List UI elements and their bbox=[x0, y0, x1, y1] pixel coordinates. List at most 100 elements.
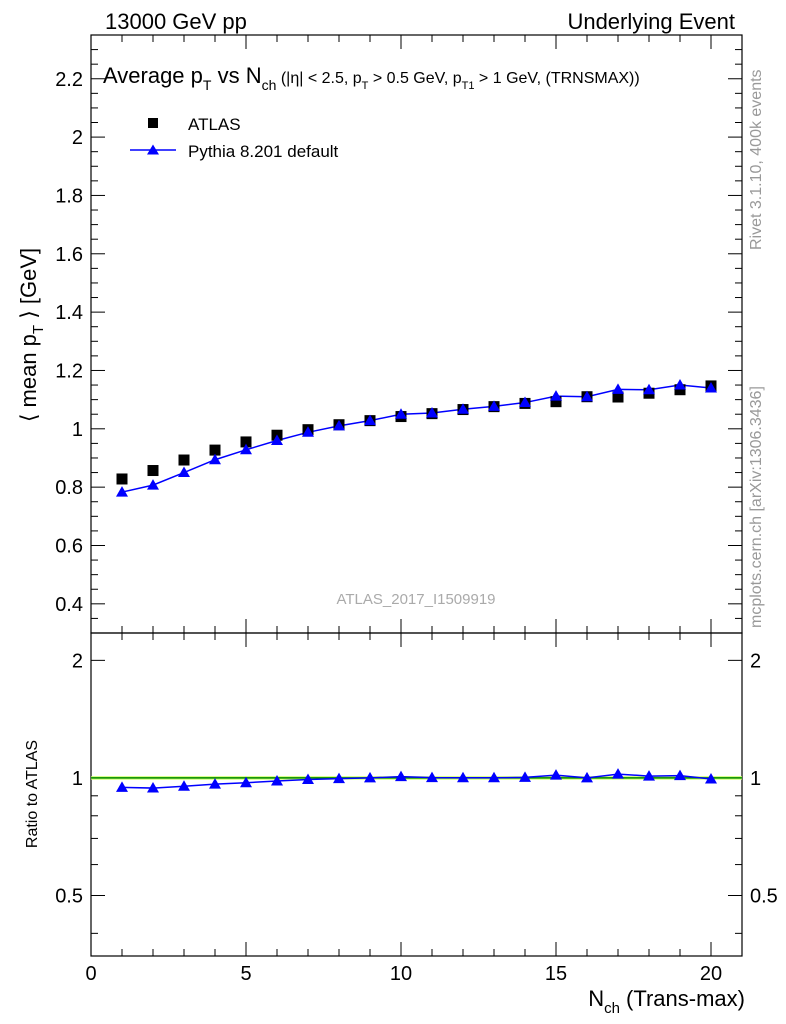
atlas-point bbox=[178, 454, 190, 466]
ratio-point bbox=[488, 771, 500, 783]
pythia-point bbox=[705, 381, 717, 393]
pythia-point bbox=[426, 407, 438, 418]
ratio-point bbox=[705, 772, 717, 784]
y-tick-label: 0.6 bbox=[55, 535, 83, 557]
pythia-point bbox=[674, 379, 686, 390]
x-tick-label: 15 bbox=[545, 963, 567, 985]
title-sel-1: (|η| < 2.5, p bbox=[276, 70, 361, 87]
x-tick-label: 0 bbox=[85, 963, 96, 985]
legend-marker-pythia bbox=[147, 144, 159, 155]
header-right: Underlying Event bbox=[567, 9, 735, 34]
pythia-point bbox=[612, 383, 624, 394]
legend-label-pythia: Pythia 8.201 default bbox=[188, 142, 339, 161]
atlas-point bbox=[612, 391, 624, 403]
pythia-point bbox=[116, 486, 128, 497]
pythia-point bbox=[457, 403, 469, 414]
ratio-point bbox=[240, 776, 252, 788]
ratio-point bbox=[147, 782, 159, 793]
ratio-reference bbox=[91, 776, 742, 780]
ratio-panel: 0.5 0.51 12 20 5 10 15 20 Ratio to ATLAS Nch (T… bbox=[24, 632, 778, 1017]
ratio-point bbox=[364, 771, 376, 783]
ratio-point bbox=[302, 773, 314, 784]
x-axis-label: Nch (Trans-max) bbox=[588, 986, 745, 1017]
xlabel-sub: ch bbox=[604, 1000, 620, 1017]
main-y-axis-label: ⟨ mean pT ⟩ [GeV] bbox=[16, 248, 47, 422]
ratio-frame bbox=[90, 632, 743, 957]
pythia-point bbox=[643, 383, 655, 395]
main-panel: 0.40.60.811.21.41.61.822.2 Average pT vs… bbox=[16, 34, 743, 634]
pythia-point bbox=[395, 408, 407, 419]
y-tick-label: 2.2 bbox=[55, 69, 83, 91]
pythia-line bbox=[121, 384, 712, 493]
atlas-point bbox=[209, 444, 221, 456]
y-tick-label: 1.8 bbox=[55, 185, 83, 207]
y-tick-label: 0.4 bbox=[55, 594, 83, 616]
ratio-point bbox=[178, 780, 190, 791]
title-sel-2-sub: T1 bbox=[462, 80, 475, 92]
xlabel-main: N bbox=[588, 986, 604, 1011]
ratio-point bbox=[550, 769, 562, 780]
ratio-y-tick-label-right: 1 bbox=[750, 768, 761, 790]
title-main: Average p bbox=[103, 63, 203, 88]
atlas-point bbox=[116, 473, 128, 485]
pythia-point bbox=[364, 414, 376, 426]
ratio-y-tick-label: 2 bbox=[72, 650, 83, 672]
pythia-point bbox=[209, 453, 221, 465]
title-sel-3: > 1 GeV, (TRNSMAX)) bbox=[474, 70, 639, 87]
ratio-point bbox=[333, 772, 345, 784]
ratio-data-points bbox=[116, 768, 717, 793]
y-tick-label: 1 bbox=[72, 419, 83, 441]
ratio-point bbox=[426, 771, 438, 783]
analysis-watermark: ATLAS_2017_I1509919 bbox=[336, 591, 495, 608]
ratio-point bbox=[116, 781, 128, 792]
ratio-y-tick-label: 1 bbox=[72, 768, 83, 790]
ratio-y-tick-label-right: 2 bbox=[750, 650, 761, 672]
ratio-point bbox=[581, 771, 593, 783]
ratio-point bbox=[519, 771, 531, 782]
title-main-sub: T bbox=[203, 77, 212, 93]
ratio-point bbox=[271, 775, 283, 786]
mcplots-label: mcplots.cern.ch [arXiv:1306.3436] bbox=[748, 386, 765, 628]
title-vs-sub: ch bbox=[262, 77, 277, 93]
ratio-point bbox=[643, 770, 655, 781]
x-tick-label: 10 bbox=[390, 963, 412, 985]
legend: ATLAS Pythia 8.201 default bbox=[130, 115, 339, 161]
pythia-point bbox=[302, 426, 314, 437]
legend-marker-atlas bbox=[148, 118, 158, 128]
x-tick-label: 5 bbox=[240, 963, 251, 985]
ratio-point bbox=[209, 778, 221, 789]
ratio-y-axis-label: Ratio to ATLAS bbox=[24, 740, 41, 848]
legend-label-atlas: ATLAS bbox=[188, 115, 241, 134]
pythia-point bbox=[333, 419, 345, 431]
ylabel-sub: T bbox=[30, 325, 47, 334]
x-tick-label: 20 bbox=[700, 963, 722, 985]
ylabel-part-1: ⟨ mean p bbox=[16, 334, 41, 422]
ylabel-part-2: ⟩ [GeV] bbox=[16, 248, 41, 325]
atlas-point bbox=[674, 384, 686, 396]
ratio-point bbox=[612, 768, 624, 779]
y-tick-label: 1.4 bbox=[55, 302, 83, 324]
ratio-axis-ticks: 0.5 0.51 12 20 5 10 15 20 bbox=[55, 633, 778, 985]
xlabel-rest: (Trans-max) bbox=[620, 986, 745, 1011]
ratio-line bbox=[121, 773, 712, 789]
pythia-point bbox=[488, 400, 500, 411]
main-title: Average pT vs Nch (|η| < 2.5, pT > 0.5 G… bbox=[103, 63, 640, 93]
main-axis-ticks: 0.4 0.6 0.8 1 1.2 1.4 1.6 1.8 2 2.2 bbox=[55, 34, 743, 634]
title-vs: vs N bbox=[211, 63, 261, 88]
ratio-point bbox=[674, 769, 686, 781]
ratio-point bbox=[457, 771, 469, 783]
y-tick-label: 1.2 bbox=[55, 360, 83, 382]
pythia-point bbox=[240, 443, 252, 455]
y-tick-label: 2 bbox=[72, 127, 83, 149]
title-sel-1-sub: T bbox=[362, 80, 369, 92]
header-left: 13000 GeV pp bbox=[105, 9, 247, 34]
pythia-point bbox=[147, 479, 159, 490]
ratio-y-tick-label: 0.5 bbox=[55, 886, 83, 908]
ratio-y-tick-label-right: 0.5 bbox=[750, 886, 778, 908]
atlas-point bbox=[240, 436, 252, 448]
y-tick-label: 1.6 bbox=[55, 244, 83, 266]
atlas-point bbox=[147, 465, 159, 477]
pythia-point bbox=[178, 466, 190, 478]
pythia-point bbox=[581, 390, 593, 402]
